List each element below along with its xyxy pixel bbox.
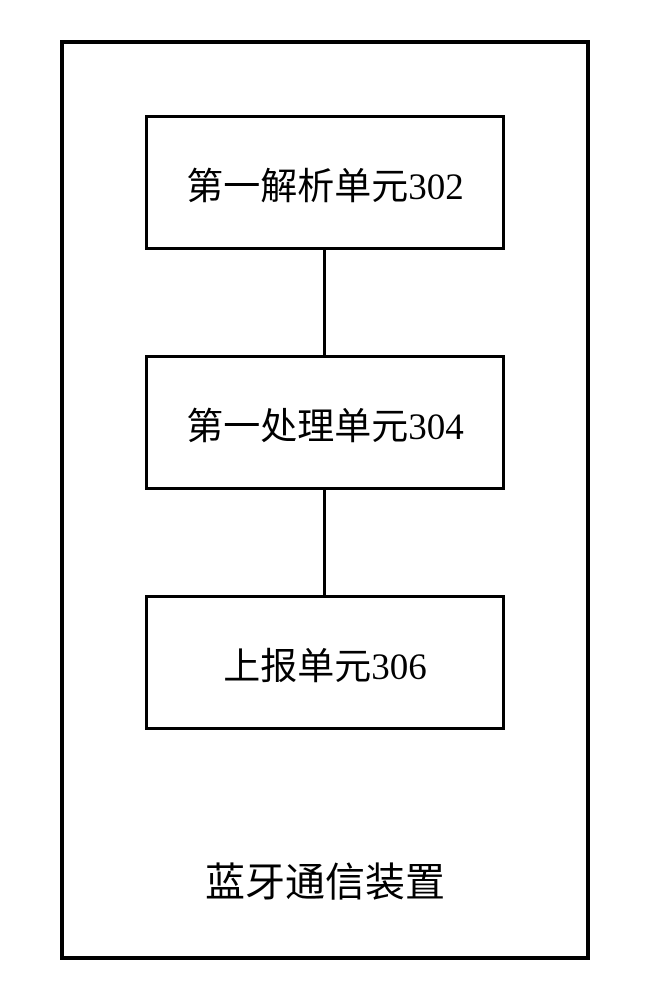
node-report-unit: 上报单元306: [145, 595, 505, 730]
diagram-title-text: 蓝牙通信装置: [205, 860, 445, 905]
node-process-unit-label: 第一处理单元304: [186, 396, 464, 450]
node-parse-unit-label: 第一解析单元302: [186, 156, 464, 210]
edge-1-2: [323, 250, 326, 355]
node-process-unit: 第一处理单元304: [145, 355, 505, 490]
diagram-title: 蓝牙通信装置: [60, 850, 590, 908]
node-report-unit-label: 上报单元306: [223, 636, 427, 690]
edge-2-3: [323, 490, 326, 595]
node-parse-unit: 第一解析单元302: [145, 115, 505, 250]
